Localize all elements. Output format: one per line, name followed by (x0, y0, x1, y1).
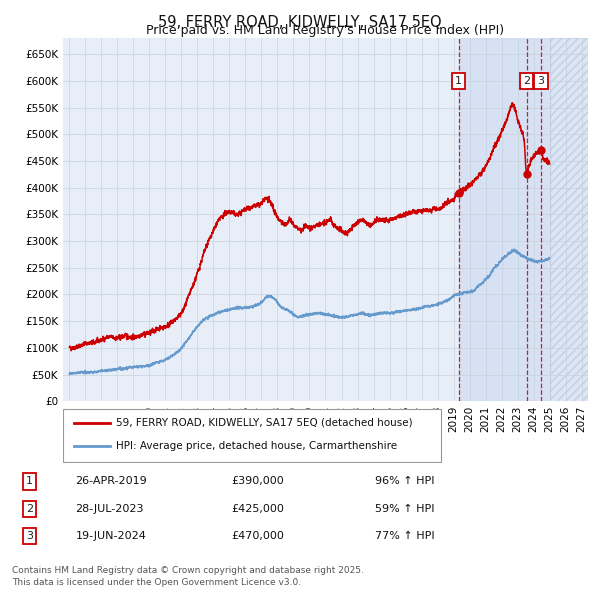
Text: 2: 2 (26, 504, 33, 514)
Bar (550, 38, 588, 401)
Text: 59% ↑ HPI: 59% ↑ HPI (375, 504, 434, 514)
Text: Contains HM Land Registry data © Crown copyright and database right 2025.
This d: Contains HM Land Registry data © Crown c… (12, 566, 364, 587)
Text: 3: 3 (26, 531, 33, 541)
Text: 28-JUL-2023: 28-JUL-2023 (76, 504, 144, 514)
Text: 3: 3 (538, 76, 544, 86)
Text: £470,000: £470,000 (231, 531, 284, 541)
Text: 19-JUN-2024: 19-JUN-2024 (76, 531, 146, 541)
Text: 1: 1 (455, 76, 462, 86)
Text: 2: 2 (523, 76, 530, 86)
Bar (63, 409, 441, 462)
Text: 26-APR-2019: 26-APR-2019 (76, 477, 147, 487)
Text: 59, FERRY ROAD, KIDWELLY, SA17 5EQ: 59, FERRY ROAD, KIDWELLY, SA17 5EQ (158, 15, 442, 30)
Text: 77% ↑ HPI: 77% ↑ HPI (375, 531, 434, 541)
Text: 1: 1 (26, 477, 33, 487)
Text: £390,000: £390,000 (231, 477, 284, 487)
Text: 96% ↑ HPI: 96% ↑ HPI (375, 477, 434, 487)
Text: 59, FERRY ROAD, KIDWELLY, SA17 5EQ (detached house): 59, FERRY ROAD, KIDWELLY, SA17 5EQ (deta… (115, 418, 412, 428)
Bar (458, 38, 550, 401)
Title: Price paid vs. HM Land Registry's House Price Index (HPI): Price paid vs. HM Land Registry's House … (146, 24, 505, 37)
Text: £425,000: £425,000 (231, 504, 284, 514)
Text: HPI: Average price, detached house, Carmarthenshire: HPI: Average price, detached house, Carm… (115, 441, 397, 451)
